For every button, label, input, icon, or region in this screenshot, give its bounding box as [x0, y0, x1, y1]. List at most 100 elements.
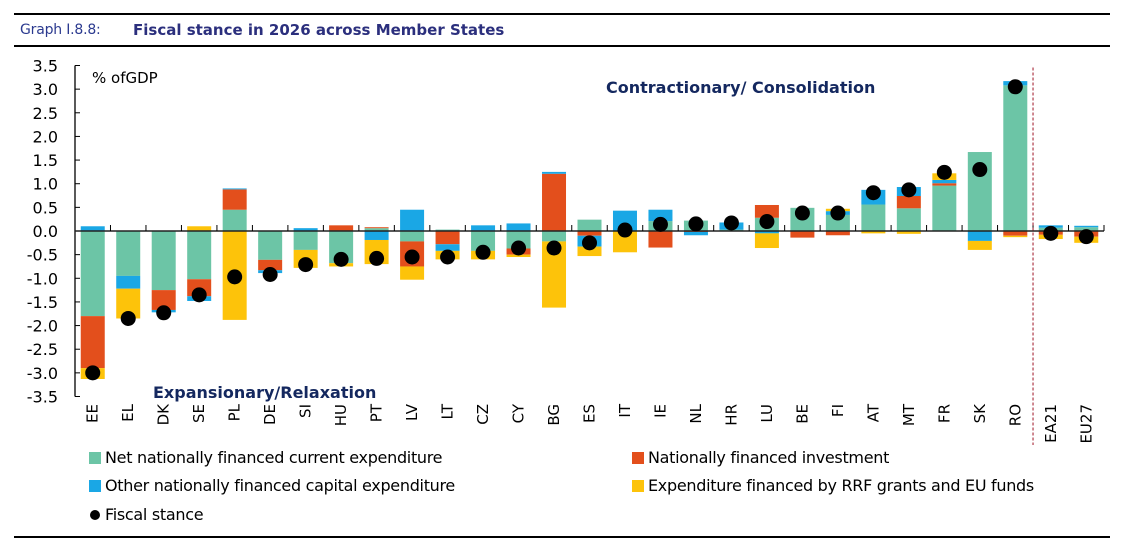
x-tick-label-be: BE [793, 404, 811, 424]
y-tick-label: 0.0 [33, 222, 58, 241]
bar-segment-current-fi [825, 214, 850, 231]
y-tick-label: 0.5 [33, 198, 58, 217]
stance-dot-el [120, 310, 136, 326]
stance-dot-lv [404, 249, 420, 265]
bar-segment-investment-ro [1003, 231, 1028, 236]
bar-segment-capital-sk [967, 231, 992, 241]
bar-segment-current-ro [1003, 85, 1028, 231]
x-tick-label-nl: NL [687, 403, 705, 423]
x-tick-label-fr: FR [935, 404, 953, 423]
stance-dot-pl [227, 269, 243, 285]
bar-segment-current-se [187, 231, 212, 280]
bar-segment-rrf-it [612, 231, 637, 253]
bar-segment-capital-cz [471, 225, 496, 231]
graph-title: Fiscal stance in 2026 across Member Stat… [133, 21, 505, 39]
legend-label: Fiscal stance [105, 505, 204, 524]
bar-segment-capital-lt [435, 244, 460, 251]
bar-segment-capital-cy [506, 223, 531, 231]
x-tick-label-ie: IE [651, 404, 669, 418]
bar-segment-investment-lt [435, 231, 460, 245]
bar-segment-investment-bg [542, 173, 567, 231]
y-tick-label: 3.5 [33, 57, 58, 76]
stance-dot-fi [830, 205, 846, 221]
bar-segment-rrf-at [861, 231, 886, 234]
y-tick-label: -3.5 [27, 388, 58, 407]
x-tick-label-sk: SK [971, 403, 989, 424]
stance-dot-es [582, 235, 597, 251]
stance-dot-ro [1007, 79, 1023, 95]
bar-segment-capital-bg [542, 171, 567, 174]
bar-segment-capital-ie [648, 209, 673, 222]
bar-segment-current-de [258, 231, 283, 260]
bar-segment-current-pl [222, 209, 247, 231]
legend-item-stance: Fiscal stance [89, 505, 204, 524]
bar-segment-rrf-lu [754, 233, 779, 249]
bar-segment-capital-eu27 [1074, 225, 1099, 228]
x-tick-label-se: SE [190, 404, 208, 423]
stance-dot-bg [546, 240, 562, 256]
bar-segment-capital-si [293, 228, 318, 231]
x-tick-label-mt: MT [900, 403, 918, 426]
y-tick-label: -1.5 [27, 293, 58, 312]
stance-dot-cz [475, 244, 491, 260]
bar-segment-investment-fi [825, 231, 850, 236]
x-tick-label-lu: LU [758, 404, 776, 423]
bar-segment-investment-fr [932, 183, 957, 186]
bar-segment-investment-pt [364, 227, 389, 229]
bar-segment-investment-de [258, 259, 283, 271]
x-tick-label-ee: EE [84, 404, 102, 423]
x-tick-label-bg: BG [545, 404, 563, 426]
bar-segment-capital-lu [754, 231, 779, 234]
stance-dot-nl [688, 216, 704, 232]
bar-segment-capital-pt [364, 231, 389, 240]
bottom-rule [14, 536, 1110, 538]
legend-label: Nationally financed investment [648, 448, 890, 467]
legend-swatch-capital [89, 479, 101, 492]
annotation-contractionary: Contractionary/ Consolidation [606, 78, 875, 97]
top-rule [14, 13, 1110, 15]
bar-segment-capital-lv [400, 209, 425, 231]
bar-segment-investment-dk [151, 290, 176, 310]
bar-segment-current-fr [932, 185, 957, 231]
stance-dot-lt [440, 249, 456, 265]
bar-segment-current-eu27 [1074, 227, 1099, 231]
bar-segment-rrf-cy [506, 254, 531, 258]
x-tick-label-lt: LT [439, 403, 457, 419]
bar-segment-capital-fr [932, 179, 957, 184]
x-tick-label-fi: FI [829, 404, 847, 417]
bar-segment-current-pt [364, 228, 389, 231]
bar-segment-capital-ee [80, 226, 105, 231]
x-tick-label-es: ES [581, 404, 599, 423]
x-tick-label-lv: LV [403, 403, 421, 421]
legend-item-rrf: Expenditure financed by RRF grants and E… [632, 476, 1034, 495]
y-tick-label: 2.5 [33, 104, 58, 123]
legend-item-investment: Nationally financed investment [632, 448, 889, 467]
x-tick-label-pl: PL [226, 403, 244, 421]
stance-dot-de [262, 267, 278, 283]
stance-dot-se [191, 287, 207, 303]
bar-segment-investment-be [790, 231, 815, 238]
bar-segment-rrf-lv [400, 266, 425, 280]
x-tick-label-si: SI [297, 404, 315, 418]
bar-segment-rrf-es [577, 246, 602, 257]
x-tick-label-it: IT [616, 403, 634, 417]
x-tick-label-de: DE [261, 404, 279, 425]
bar-segment-current-si [293, 231, 318, 250]
x-tick-label-hu: HU [332, 404, 350, 426]
header-rule [14, 45, 1110, 47]
graph-number: Graph I.8.8: [20, 22, 101, 38]
bar-segment-rrf-se [187, 226, 212, 231]
y-tick-label: -2.0 [27, 317, 58, 336]
bar-segment-current-ee [80, 231, 105, 317]
bar-segment-capital-nl [683, 231, 708, 236]
bar-segment-investment-pl [222, 189, 247, 210]
stance-dot-hu [333, 251, 349, 267]
bar-segment-capital-pl [222, 188, 247, 190]
x-tick-label-el: EL [119, 403, 137, 421]
stance-dot-fr [936, 164, 952, 180]
stance-dot-cy [511, 240, 527, 256]
stance-dot-be [794, 205, 810, 221]
bar-segment-rrf-ro [1003, 235, 1028, 238]
bar-segment-investment-es [577, 231, 602, 236]
